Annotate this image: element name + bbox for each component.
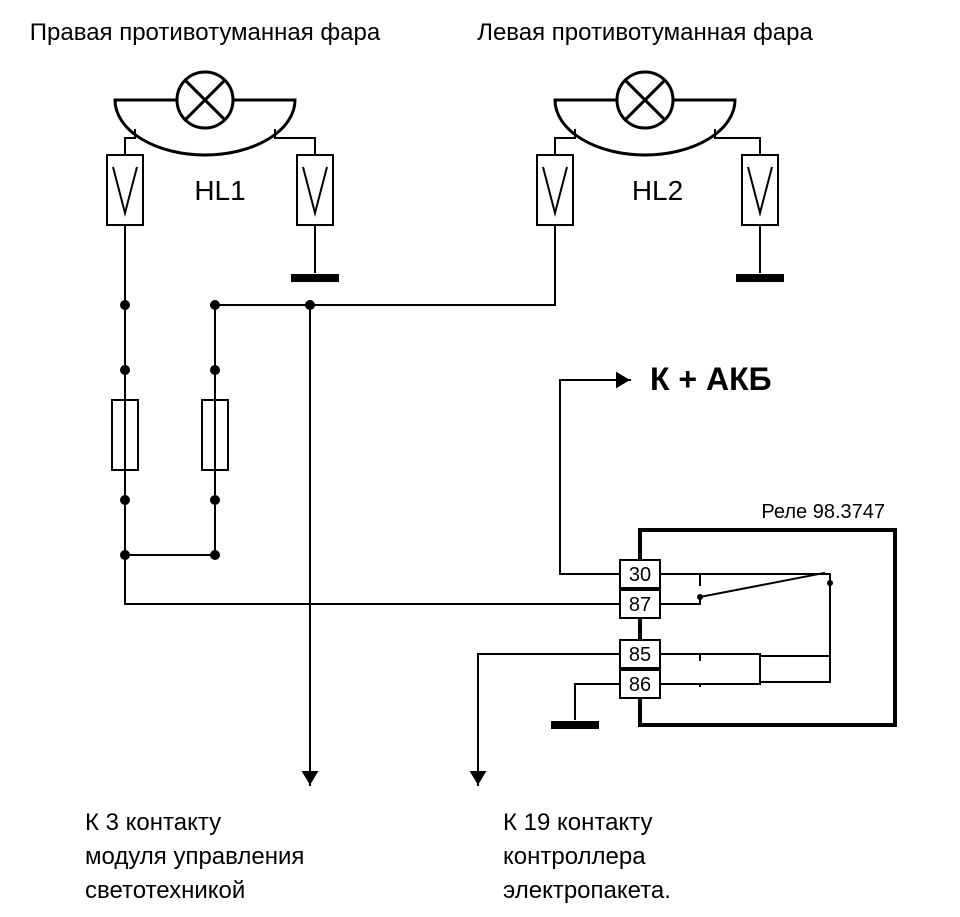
label-left-fog: Левая противотуманная фара	[477, 19, 813, 46]
label-relay-name: Реле 98.3747	[761, 501, 885, 523]
label-bottom-left-1: модуля управления	[85, 843, 304, 870]
relay-pin-86: 86	[629, 674, 651, 696]
label-bottom-right-0: К 19 контакту	[503, 809, 652, 836]
label-bottom-left-0: К 3 контакту	[85, 809, 221, 836]
label-right-fog: Правая противотуманная фара	[30, 19, 381, 46]
label-hl2: HL2	[632, 175, 683, 206]
label-bottom-right-2: электропакета.	[503, 877, 671, 904]
relay-pin-87: 87	[629, 594, 651, 616]
relay-pin-85: 85	[629, 644, 651, 666]
label-akb: К + АКБ	[650, 361, 772, 397]
label-bottom-right-1: контроллера	[503, 843, 646, 870]
label-bottom-left-2: светотехникой	[85, 877, 245, 904]
relay-pin-30: 30	[629, 564, 651, 586]
label-hl1: HL1	[194, 175, 245, 206]
